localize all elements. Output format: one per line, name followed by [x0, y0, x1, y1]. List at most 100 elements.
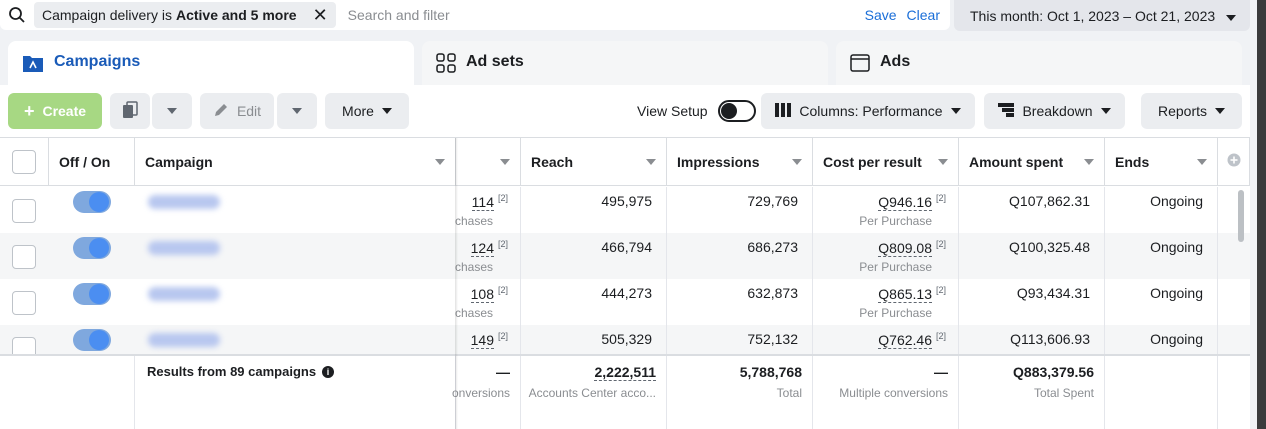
chevron-down-icon[interactable] — [1197, 158, 1207, 165]
header-off-on: Off / On — [49, 138, 135, 186]
duplicate-dropdown-button[interactable] — [152, 93, 192, 129]
impressions-cell: 729,769 — [667, 187, 813, 233]
header-reach[interactable]: Reach — [521, 138, 667, 186]
tab-ads[interactable]: Ads — [836, 41, 1242, 89]
totals-cost-sub: Multiple conversions — [839, 386, 948, 400]
columns-button[interactable]: Columns: Performance — [761, 93, 975, 129]
add-column-button[interactable] — [1218, 138, 1250, 186]
chevron-down-icon[interactable] — [792, 158, 802, 165]
clear-filter-link[interactable]: Clear — [906, 7, 940, 23]
tab-ad-sets[interactable]: Ad sets — [422, 41, 828, 89]
chevron-down-icon[interactable] — [1084, 158, 1094, 165]
totals-cost-value: — — [934, 364, 948, 380]
select-all-checkbox[interactable] — [12, 150, 36, 174]
ends-value: Ongoing — [1150, 331, 1203, 347]
window-edge — [1257, 0, 1266, 429]
table-row[interactable]: 114 [2] chases 495,975 729,769 Q946.16 [2]… — [0, 187, 1250, 233]
results-cell: 124 [2] chases — [455, 233, 521, 279]
header-ends[interactable]: Ends — [1105, 138, 1218, 186]
header-impressions[interactable]: Impressions — [667, 138, 813, 186]
table-scrollbar[interactable] — [1238, 190, 1244, 242]
chevron-down-icon[interactable] — [500, 158, 510, 165]
campaign-name-redacted[interactable] — [148, 333, 220, 347]
footnote: [2] — [497, 193, 508, 203]
campaign-toggle[interactable] — [73, 283, 111, 305]
footnote: [2] — [497, 239, 508, 249]
header-results[interactable] — [456, 138, 521, 186]
cost-value[interactable]: Q865.13 — [878, 285, 932, 303]
table-row[interactable]: 124 [2] chases 466,794 686,273 Q809.08 [2]… — [0, 233, 1250, 279]
header-cost-label: Cost per result — [823, 153, 922, 170]
reach-cell: 466,794 — [521, 233, 667, 279]
header-campaign[interactable]: Campaign — [135, 138, 456, 186]
footnote: [2] — [497, 285, 508, 295]
totals-reach-value[interactable]: 2,222,511 — [594, 364, 656, 381]
cost-cell: Q809.08 [2] Per Purchase — [813, 233, 959, 279]
view-setup: View Setup — [637, 93, 756, 129]
row-checkbox[interactable] — [12, 199, 36, 223]
date-range-picker[interactable]: This month: Oct 1, 2023 – Oct 21, 2023 — [954, 0, 1250, 31]
results-cell: 108 [2] chases — [455, 279, 521, 325]
filter-chip-prefix: Campaign delivery is — [42, 7, 172, 23]
edit-button[interactable]: Edit — [200, 93, 274, 129]
ends-cell: Ongoing — [1105, 187, 1218, 233]
table-row[interactable]: 149 [2] 505,329 752,132 Q762.46 [2] Q113,6… — [0, 325, 1250, 354]
more-button[interactable]: More — [325, 93, 409, 129]
cost-sub: Per Purchase — [859, 260, 932, 274]
totals-results-value: — — [496, 364, 510, 380]
footnote: [2] — [935, 193, 946, 203]
view-setup-toggle[interactable] — [717, 100, 756, 122]
chevron-down-icon[interactable] — [435, 158, 445, 165]
columns-button-label: Columns: Performance — [799, 103, 943, 119]
results-value[interactable]: 124 — [470, 239, 494, 257]
campaign-name-redacted[interactable] — [148, 195, 220, 209]
header-amount-spent[interactable]: Amount spent — [959, 138, 1105, 186]
spent-value: Q100,325.48 — [1009, 239, 1090, 255]
duplicate-button[interactable] — [110, 93, 150, 129]
duplicate-icon — [122, 100, 138, 122]
header-cost-per-result[interactable]: Cost per result — [813, 138, 959, 186]
tab-ad-sets-label: Ad sets — [466, 53, 524, 70]
info-icon[interactable]: i — [322, 365, 335, 378]
campaign-toggle[interactable] — [73, 191, 111, 213]
header-campaign-label: Campaign — [145, 153, 213, 170]
tab-campaigns[interactable]: Campaigns — [8, 41, 414, 89]
chevron-down-icon[interactable] — [646, 158, 656, 165]
header-off-on-label: Off / On — [59, 153, 111, 170]
cost-cell: Q946.16 [2] Per Purchase — [813, 187, 959, 233]
cost-value[interactable]: Q946.16 — [878, 193, 932, 211]
row-checkbox[interactable] — [12, 245, 36, 269]
cost-value[interactable]: Q809.08 — [878, 239, 932, 257]
campaign-name-redacted[interactable] — [148, 287, 220, 301]
results-value[interactable]: 108 — [470, 285, 494, 303]
results-value[interactable]: 114 — [471, 193, 494, 211]
campaign-toggle[interactable] — [73, 329, 111, 351]
totals-results-cell: — onversions — [452, 356, 521, 429]
reports-button[interactable]: Reports — [1141, 93, 1242, 129]
cost-cell: Q762.46 [2] — [813, 325, 959, 354]
edit-dropdown-button[interactable] — [277, 93, 317, 129]
chevron-down-icon — [950, 108, 961, 114]
header-reach-label: Reach — [531, 153, 574, 170]
save-filter-link[interactable]: Save — [864, 7, 897, 23]
chevron-down-icon — [292, 108, 302, 114]
create-button[interactable]: + Create — [8, 93, 102, 129]
impressions-cell: 686,273 — [667, 233, 813, 279]
table-row[interactable]: 108 [2] chases 444,273 632,873 Q865.13 [2]… — [0, 279, 1250, 325]
breakdown-button[interactable]: Breakdown — [984, 93, 1125, 129]
row-checkbox[interactable] — [12, 337, 36, 354]
close-icon[interactable]: ✕ — [312, 5, 328, 25]
spent-cell: Q107,862.31 — [959, 187, 1105, 233]
filter-chip[interactable]: Campaign delivery is Active and 5 more ✕ — [34, 2, 336, 28]
chevron-down-icon[interactable] — [938, 158, 948, 165]
results-sub: chases — [454, 214, 493, 228]
totals-results-sub: onversions — [451, 386, 510, 400]
reach-value: 505,329 — [601, 331, 652, 347]
row-checkbox[interactable] — [12, 291, 36, 315]
search-input[interactable] — [347, 7, 865, 23]
cost-value[interactable]: Q762.46 — [878, 331, 932, 349]
campaign-toggle[interactable] — [73, 237, 111, 259]
totals-impressions-value: 5,788,768 — [739, 364, 802, 380]
campaign-name-redacted[interactable] — [148, 241, 220, 255]
results-value[interactable]: 149 — [470, 331, 494, 349]
